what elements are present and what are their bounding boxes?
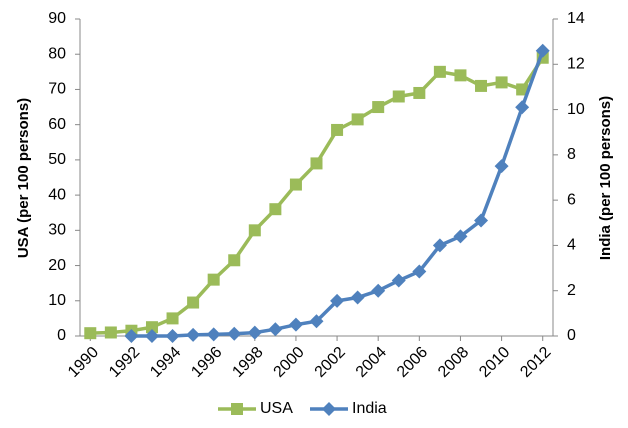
marker — [309, 314, 324, 329]
marker — [350, 290, 365, 305]
y-tick-label: 40 — [48, 186, 66, 203]
marker — [186, 327, 201, 342]
marker — [474, 213, 489, 228]
marker — [454, 69, 467, 82]
x-tick-label: 2000 — [271, 344, 308, 381]
marker — [104, 326, 117, 339]
y2-tick-label: 10 — [567, 101, 585, 118]
y2-tick-label: 0 — [567, 327, 576, 344]
marker — [248, 224, 261, 237]
marker — [330, 293, 345, 308]
marker — [413, 86, 426, 99]
series-line — [131, 50, 545, 338]
x-tick-label: 2008 — [435, 344, 472, 381]
marker — [84, 327, 97, 340]
legend-label: India — [352, 400, 387, 417]
y-tick-label: 30 — [48, 222, 66, 239]
y2-tick-label: 8 — [567, 146, 576, 163]
marker — [145, 321, 158, 334]
marker — [371, 283, 386, 298]
marker — [206, 327, 221, 342]
marker — [268, 322, 283, 337]
marker — [288, 317, 303, 332]
marker — [124, 329, 139, 343]
y-tick-label: 90 — [48, 10, 66, 27]
y-tick-label: 70 — [48, 81, 66, 98]
x-tick-label: 1996 — [188, 344, 225, 381]
y-tick-label: 60 — [48, 116, 66, 133]
x-tick-label: 2010 — [476, 344, 513, 381]
marker — [351, 113, 364, 126]
series-line — [90, 56, 545, 335]
marker — [228, 254, 241, 267]
x-tick-label: 2012 — [517, 344, 554, 381]
y-tick-label: 20 — [48, 257, 66, 274]
marker — [516, 83, 529, 96]
x-tick-label: 1998 — [229, 344, 266, 381]
marker — [310, 157, 323, 170]
y-tick-label: 80 — [48, 45, 66, 62]
x-tick-label: 1994 — [147, 344, 184, 381]
marker — [494, 159, 509, 174]
y2-tick-label: 14 — [567, 10, 585, 27]
y2-tick-label: 6 — [567, 191, 576, 208]
x-tick-label: 1990 — [65, 344, 102, 381]
marker — [247, 325, 262, 340]
legend-marker — [231, 403, 243, 415]
x-tick-label: 2002 — [312, 344, 349, 381]
marker — [331, 123, 344, 136]
y-tick-label: 10 — [48, 292, 66, 309]
marker — [187, 296, 200, 309]
marker — [412, 264, 427, 279]
marker — [392, 90, 405, 103]
marker — [535, 43, 550, 58]
marker — [166, 312, 179, 325]
marker — [515, 100, 530, 115]
marker — [227, 326, 242, 341]
x-tick-label: 2004 — [353, 344, 390, 381]
y2-tick-label: 12 — [567, 56, 585, 73]
y-tick-label: 0 — [57, 327, 66, 344]
marker — [391, 273, 406, 288]
marker — [475, 79, 488, 92]
y2-tick-label: 2 — [567, 282, 576, 299]
marker — [372, 101, 385, 114]
marker — [289, 178, 302, 191]
marker — [453, 229, 468, 244]
x-tick-label: 2006 — [394, 344, 431, 381]
y2-tick-label: 4 — [567, 237, 576, 254]
legend-marker — [322, 402, 336, 416]
marker — [432, 238, 447, 253]
y-tick-label: 50 — [48, 151, 66, 168]
marker — [144, 329, 159, 343]
x-tick-label: 1992 — [106, 344, 143, 381]
marker — [495, 76, 508, 89]
marker — [165, 329, 180, 343]
marker — [269, 203, 282, 216]
y2-axis-title: India (per 100 persons) — [597, 96, 614, 260]
marker — [433, 65, 446, 78]
legend-label: USA — [260, 400, 293, 417]
marker — [207, 273, 220, 286]
y-axis-title: USA (per 100 persons) — [15, 98, 32, 258]
